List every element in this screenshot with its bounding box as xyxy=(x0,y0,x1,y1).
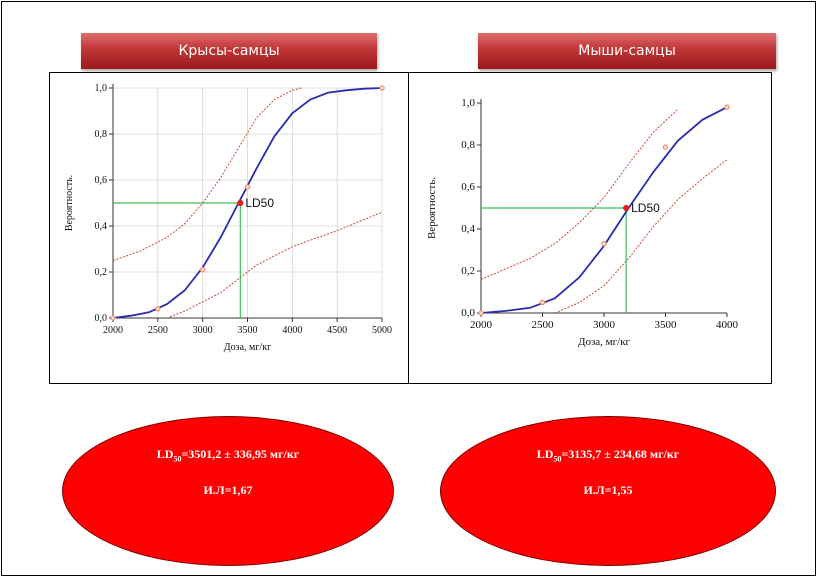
y-axis-label: Вероятность. xyxy=(64,175,75,231)
y-tick-label: 0,4 xyxy=(461,223,475,235)
x-tick-label: 4000 xyxy=(282,325,302,336)
chart-rats: 2000 2500 3000 3500 4000 4500 5000 0,0 0,2 0,4 0,6… xyxy=(64,83,392,353)
chart-panel-right: 2000 2500 3000 3500 4000 0,0 0,2 0,4 0,6 0,8 1,0 До… xyxy=(408,72,772,384)
il-result-left: И.Л=1,67 xyxy=(203,483,253,497)
y-tick-label: 0,6 xyxy=(461,181,475,193)
data-point xyxy=(155,306,161,312)
ci-lower-curve xyxy=(554,159,728,314)
ld50-point xyxy=(623,204,630,212)
ld-prefix-right: LD xyxy=(536,447,554,461)
title-right: Мыши-самцы xyxy=(578,43,676,59)
ld-sub-right: 50 xyxy=(553,454,562,464)
y-tick-label: 0,8 xyxy=(95,129,108,140)
data-point xyxy=(539,299,546,306)
y-tick-label: 0,0 xyxy=(95,313,108,324)
data-point xyxy=(110,315,116,321)
x-axis-label: Доза, мг/кг xyxy=(224,342,271,353)
data-point xyxy=(244,184,251,190)
y-axis-label: Вероятность. xyxy=(426,177,438,239)
chart-panel-left: 2000 2500 3000 3500 4000 4500 5000 0,0 0,2 0,4 0,6… xyxy=(49,72,409,384)
x-tick-label: 2000 xyxy=(470,319,493,331)
ld-sub-left: 50 xyxy=(173,454,182,464)
y-tick-label: 0,2 xyxy=(461,265,475,277)
ld-prefix-left: LD xyxy=(156,447,174,461)
data-point xyxy=(724,104,730,110)
y-tick-label: 0,0 xyxy=(461,307,475,319)
x-tick-label: 2500 xyxy=(532,319,555,331)
x-tick-label: 5000 xyxy=(372,325,392,336)
ld50-result-left: LD50=3501,2 ± 336,95 мг/кг xyxy=(63,447,393,463)
ci-upper-curve xyxy=(480,108,679,280)
ld50-label: LD50 xyxy=(631,201,660,215)
ld50-point xyxy=(237,199,244,207)
y-tick-label: 0,8 xyxy=(461,139,475,151)
x-tick-label: 3500 xyxy=(655,319,678,331)
y-tick-label: 0,2 xyxy=(95,267,108,278)
x-tick-label: 3000 xyxy=(593,319,616,331)
ld50-label: LD50 xyxy=(245,196,274,210)
ci-upper-curve xyxy=(112,87,302,261)
result-ellipse-left: LD50=3501,2 ± 336,95 мг/кг И.Л=1,67 xyxy=(62,416,394,566)
fit-curve xyxy=(480,106,728,314)
title-banner-right: Мыши-самцы xyxy=(478,33,776,69)
ld-value-left: =3501,2 ± 336,95 мг/кг xyxy=(181,447,300,461)
data-point xyxy=(379,85,385,91)
ld50-result-right: LD50=3135,7 ± 234,68 мг/кг xyxy=(441,447,775,463)
il-result-right: И.Л=1,55 xyxy=(583,483,633,497)
x-axis-label: Доза, мг/кг xyxy=(578,336,631,348)
x-tick-label: 3000 xyxy=(193,325,213,336)
y-tick-label: 0,6 xyxy=(95,175,108,186)
result-ellipse-right: LD50=3135,7 ± 234,68 мг/кг И.Л=1,55 xyxy=(440,416,776,566)
x-tick-label: 4000 xyxy=(716,319,739,331)
y-tick-label: 1,0 xyxy=(461,97,475,109)
ci-lower-curve xyxy=(166,211,383,319)
ld-value-right: =3135,7 ± 234,68 мг/кг xyxy=(561,447,680,461)
x-tick-label: 3500 xyxy=(238,325,258,336)
data-point xyxy=(601,241,607,247)
y-tick-label: 0,4 xyxy=(95,221,108,232)
x-tick-label: 4500 xyxy=(327,325,347,336)
title-left: Крысы-самцы xyxy=(178,43,280,59)
x-tick-label: 2000 xyxy=(103,325,123,336)
title-banner-left: Крысы-самцы xyxy=(81,33,377,69)
chart-mice: 2000 2500 3000 3500 4000 0,0 0,2 0,4 0,6 0,8 1,0 До… xyxy=(426,97,739,348)
y-tick-label: 1,0 xyxy=(95,83,108,94)
x-tick-label: 2500 xyxy=(148,325,168,336)
data-point xyxy=(478,310,484,316)
data-point xyxy=(199,267,206,273)
data-point xyxy=(662,144,669,150)
